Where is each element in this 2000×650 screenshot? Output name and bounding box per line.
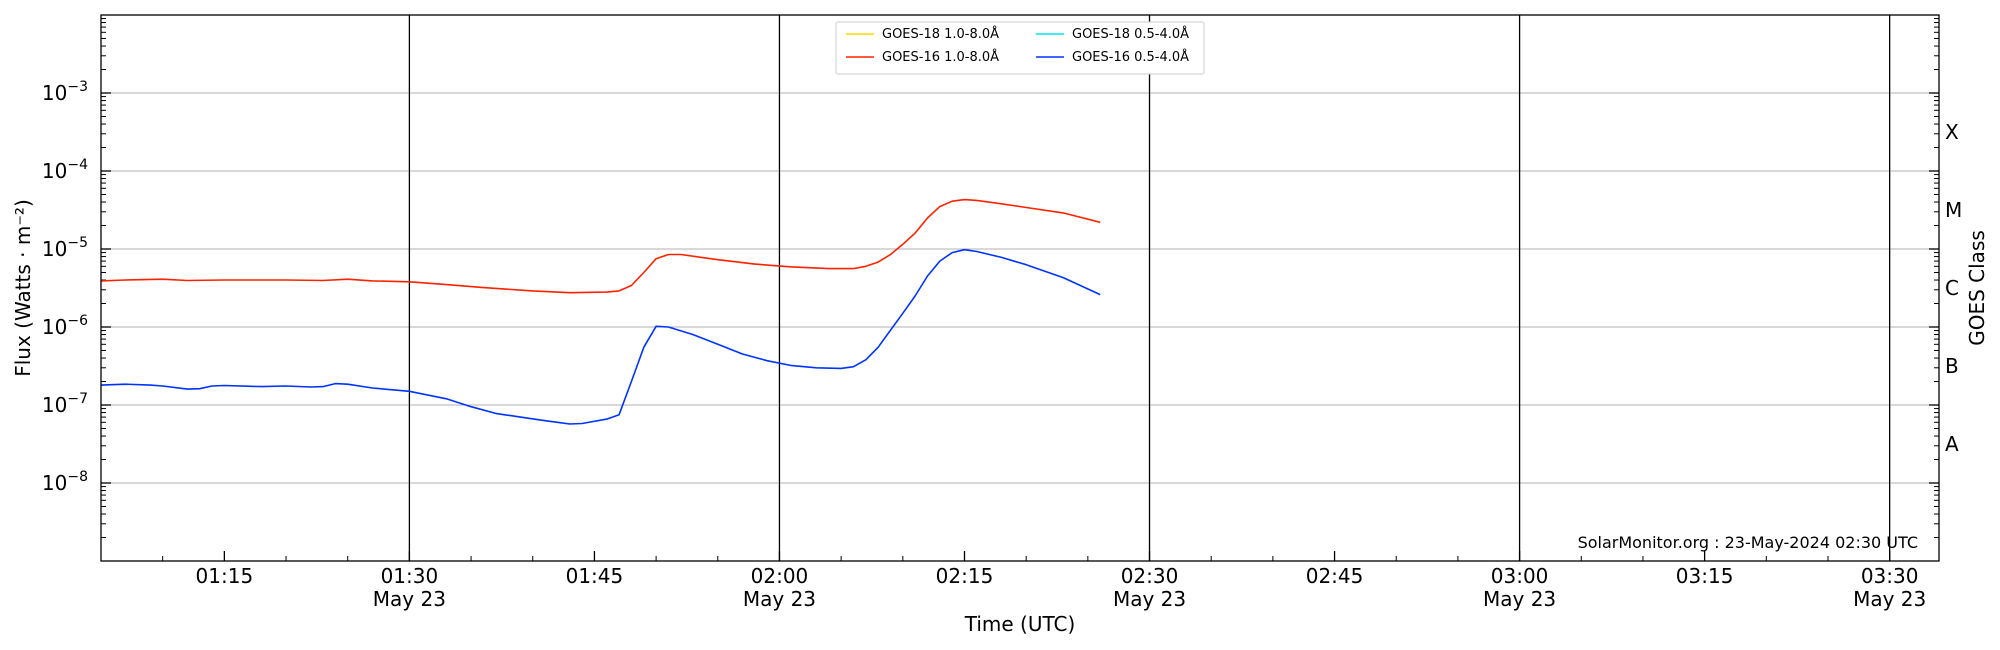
- goes-class-label: B: [1945, 354, 1959, 378]
- y-axis-ticks: 10−8 10−7 10−6 10−5 10−4 10−3: [42, 79, 1939, 495]
- x-tick-label: 02:30: [1121, 564, 1179, 588]
- legend-label: GOES-18 0.5-4.0Å: [1072, 26, 1189, 42]
- legend-label: GOES-16 1.0-8.0Å: [882, 49, 999, 65]
- series-line: [100, 198, 1101, 294]
- x-tick-label: 03:30: [1861, 564, 1919, 588]
- legend-label: GOES-18 1.0-8.0Å: [882, 26, 999, 42]
- legend-box: [835, 21, 1205, 75]
- goes-class-label: X: [1945, 120, 1959, 144]
- x-tick-label: 02:15: [936, 564, 994, 588]
- series-line: [100, 248, 1101, 425]
- x-tick-label: 03:00: [1491, 564, 1549, 588]
- y-tick-label: 10−7: [42, 391, 88, 417]
- goes-class-labels: A B C M X: [1945, 120, 1962, 456]
- x-tick-label: 01:15: [196, 564, 254, 588]
- y-tick-label: 10−4: [42, 157, 88, 183]
- y-tick-label: 10−5: [42, 235, 88, 261]
- y-tick-label: 10−8: [42, 469, 88, 495]
- time-markers: [408, 15, 1891, 561]
- legend: GOES-18 1.0-8.0Å GOES-18 0.5-4.0Å GOES-16 …: [835, 21, 1205, 75]
- y2-axis-title: GOES Class: [1965, 230, 1989, 346]
- minor-ticks: [101, 18, 1939, 539]
- y-tick-label: 10−3: [42, 79, 88, 105]
- x-tick-date-label: May 23: [1113, 587, 1186, 611]
- x-tick-label: 03:15: [1676, 564, 1734, 588]
- y-axis-title: Flux (Watts · m⁻²): [11, 199, 35, 377]
- plot-frame: [100, 14, 1940, 562]
- x-tick-date-label: May 23: [743, 587, 816, 611]
- x-tick-label: 01:45: [566, 564, 624, 588]
- gridlines: [101, 92, 1939, 484]
- x-tick-date-label: May 23: [373, 587, 446, 611]
- goes-class-label: C: [1945, 276, 1959, 300]
- x-tick-label: 02:00: [751, 564, 809, 588]
- x-tick-label: 02:45: [1306, 564, 1364, 588]
- x-tick-date-label: May 23: [1853, 587, 1926, 611]
- series-lines: [100, 198, 1101, 425]
- y-tick-label: 10−6: [42, 313, 88, 339]
- x-tick-date-label: May 23: [1483, 587, 1556, 611]
- goes-class-label: A: [1945, 432, 1959, 456]
- legend-label: GOES-16 0.5-4.0Å: [1072, 49, 1189, 65]
- x-axis-title: Time (UTC): [964, 612, 1076, 636]
- credit-annotation: SolarMonitor.org : 23-May-2024 02:30 UTC: [1578, 533, 1918, 552]
- x-tick-label: 01:30: [381, 564, 439, 588]
- goes-class-label: M: [1945, 198, 1962, 222]
